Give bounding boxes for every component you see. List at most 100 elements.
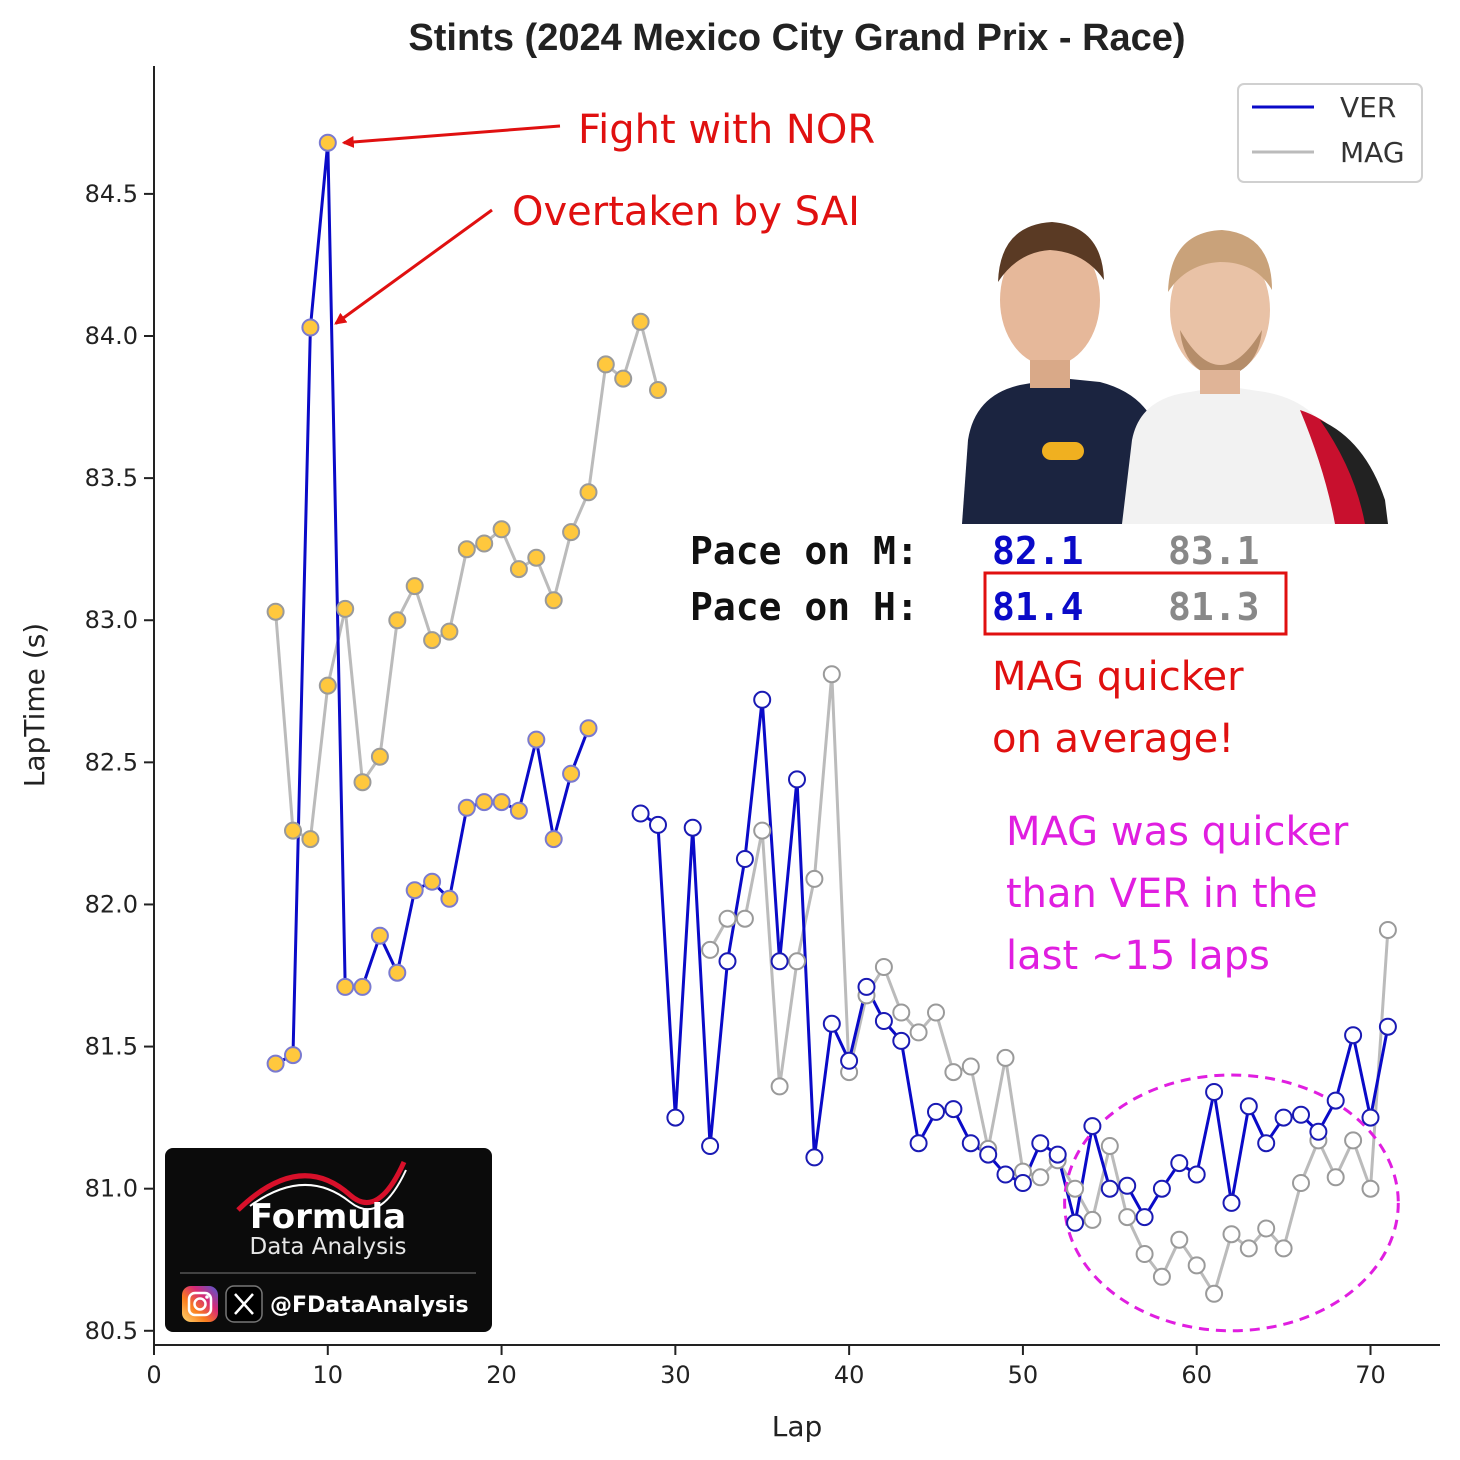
point-ver: [475, 793, 494, 812]
point-mag: [1292, 1174, 1310, 1192]
point-ver: [683, 818, 702, 837]
point-ver: [266, 1054, 285, 1073]
point-mag: [405, 577, 424, 596]
point-mag: [544, 591, 563, 610]
point-mag: [770, 1077, 789, 1096]
point-mag: [1100, 1137, 1119, 1155]
driver-photo: [958, 214, 1390, 524]
series-line-mag: [708, 672, 1390, 1296]
point-ver: [631, 804, 650, 823]
point-ver: [318, 133, 337, 152]
point-ver: [1118, 1176, 1137, 1195]
arrow-overtaken-sai: [334, 208, 493, 325]
point-mag: [1205, 1284, 1224, 1303]
point-ver: [423, 872, 442, 891]
point-ver: [892, 1031, 911, 1050]
brand-subtitle: Data Analysis: [250, 1234, 407, 1260]
y-tick-label: 82.0: [85, 890, 138, 918]
point-ver: [1222, 1193, 1241, 1212]
point-mag: [735, 909, 754, 928]
point-mag: [874, 958, 893, 976]
brand-card: Formula Data Analysis @FDataAnalysis: [165, 1148, 492, 1332]
point-ver: [1083, 1117, 1102, 1136]
point-mag: [753, 821, 772, 840]
y-ticks: 80.5 81.0 81.5 82.0 82.5 83.0 83.5 84.0 84.5: [85, 180, 154, 1345]
point-ver: [301, 318, 320, 337]
point-ver: [1170, 1154, 1189, 1173]
point-ver: [562, 764, 581, 783]
point-mag: [1239, 1239, 1258, 1258]
x-tick-label: 30: [660, 1361, 691, 1389]
point-ver: [1344, 1026, 1363, 1045]
point-ver: [1292, 1105, 1310, 1124]
brand-swoosh-icon: [236, 1160, 407, 1212]
point-mag: [284, 821, 302, 840]
point-ver: [1187, 1165, 1206, 1184]
point-ver: [840, 1051, 859, 1070]
point-mag: [1344, 1131, 1363, 1150]
point-mag: [301, 830, 320, 849]
point-mag: [1118, 1208, 1137, 1227]
pace-label-hard: Pace on H:: [690, 585, 919, 629]
point-mag: [1066, 1179, 1085, 1198]
x-tick-label: 0: [146, 1361, 161, 1389]
pace-mag-medium: 83.1: [1168, 529, 1260, 573]
point-ver: [1326, 1091, 1345, 1110]
point-mag: [701, 940, 720, 959]
point-ver: [1257, 1134, 1276, 1153]
point-mag: [805, 869, 824, 888]
point-mag: [579, 483, 598, 502]
point-ver: [1361, 1108, 1380, 1127]
point-ver: [1048, 1145, 1067, 1164]
point-mag: [944, 1063, 963, 1082]
point-mag: [961, 1057, 980, 1076]
point-ver: [527, 730, 546, 749]
series-points: [266, 133, 1397, 1303]
point-ver: [944, 1100, 963, 1119]
point-mag: [440, 622, 459, 641]
chart-title: Stints (2024 Mexico City Grand Prix - Ra…: [408, 17, 1185, 59]
y-tick-label: 81.0: [85, 1175, 138, 1203]
legend: VER MAG: [1237, 83, 1423, 183]
point-ver: [1274, 1108, 1293, 1127]
point-mag: [822, 665, 841, 684]
point-ver: [1135, 1208, 1154, 1227]
point-mag: [1187, 1256, 1206, 1275]
note-mag-quicker-2: on average!: [992, 716, 1234, 762]
point-ver: [822, 1014, 841, 1033]
legend-label-mag: MAG: [1340, 136, 1405, 169]
x-tick-label: 70: [1355, 1361, 1386, 1389]
x-axis-label: Lap: [772, 1410, 823, 1443]
highlight-ellipse: [1063, 1073, 1400, 1333]
point-ver: [1378, 1017, 1397, 1036]
point-ver: [718, 952, 737, 971]
point-ver: [1013, 1174, 1032, 1192]
point-ver: [961, 1134, 980, 1153]
x-tick-label: 50: [1008, 1361, 1039, 1389]
point-mag: [1031, 1168, 1050, 1187]
arrow-fight-nor: [341, 124, 561, 148]
point-mag: [1135, 1245, 1154, 1263]
point-ver: [353, 977, 372, 996]
x-ticks: 0 10 20 30 40 50 60 70: [146, 1345, 1386, 1389]
point-ver: [909, 1134, 928, 1153]
note-last-laps-2: than VER in the: [1006, 871, 1318, 917]
point-ver: [370, 926, 389, 945]
point-ver: [701, 1137, 720, 1155]
point-ver: [1309, 1122, 1328, 1141]
point-ver: [1152, 1179, 1171, 1198]
y-tick-label: 83.5: [85, 464, 138, 492]
point-mag: [492, 520, 511, 539]
pace-highlight-box: [983, 571, 1288, 636]
point-mag: [996, 1048, 1015, 1067]
point-ver: [440, 889, 459, 908]
highlight-ellipse-group: [1063, 1073, 1400, 1333]
point-ver: [927, 1102, 945, 1121]
y-tick-label: 83.0: [85, 606, 138, 634]
point-ver: [457, 798, 476, 817]
point-ver: [1205, 1083, 1224, 1101]
x-tick-label: 40: [834, 1361, 865, 1389]
point-mag: [266, 602, 285, 621]
point-ver: [1031, 1134, 1050, 1153]
point-ver: [388, 963, 407, 982]
